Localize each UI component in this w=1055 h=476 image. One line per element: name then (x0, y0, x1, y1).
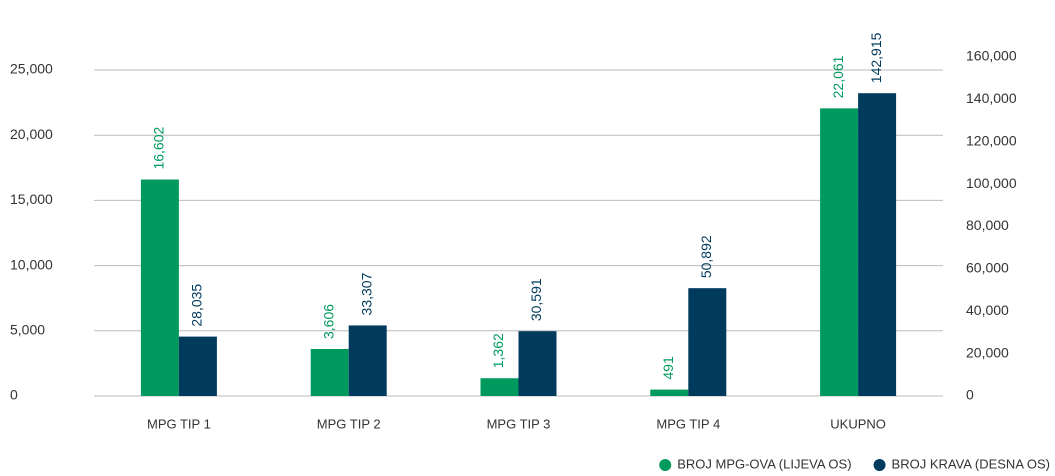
bar (650, 389, 689, 396)
bar (820, 108, 859, 397)
y-tick-label: 20,000 (10, 126, 53, 142)
value-label: 491 (660, 356, 676, 380)
y-tick-label: 25,000 (10, 61, 53, 77)
bar (688, 288, 727, 396)
y2-tick-label: 100,000 (966, 175, 1017, 191)
value-label: 22,061 (830, 55, 846, 98)
x-tick-label: MPG TIP 4 (656, 416, 720, 431)
value-label: 16,602 (151, 127, 167, 170)
x-tick-label: MPG TIP 1 (147, 416, 211, 431)
y-tick-label: 0 (10, 387, 18, 403)
value-label: 30,591 (528, 278, 544, 321)
value-label: 28,035 (189, 284, 205, 327)
bar (310, 348, 349, 396)
value-label: 50,892 (698, 235, 714, 278)
bar (480, 378, 519, 396)
legend-label: BROJ MPG-OVA (LIJEVA OS) (677, 456, 851, 471)
bar (858, 93, 897, 396)
bar (348, 325, 387, 396)
bar (518, 331, 557, 396)
bar (140, 179, 179, 396)
legend-label: BROJ KRAVA (DESNA OS) (892, 456, 1050, 471)
value-label: 142,915 (868, 32, 884, 83)
y2-tick-label: 0 (966, 387, 974, 403)
value-label: 3,606 (320, 304, 336, 339)
x-tick-label: MPG TIP 2 (317, 416, 381, 431)
legend-swatch (873, 459, 886, 471)
bar (178, 336, 217, 396)
y2-tick-label: 80,000 (966, 217, 1009, 233)
legend-swatch (659, 459, 672, 471)
y2-tick-label: 140,000 (966, 90, 1017, 106)
y2-tick-label: 120,000 (966, 132, 1017, 148)
y2-tick-label: 40,000 (966, 302, 1009, 318)
value-label: 1,362 (490, 333, 506, 368)
y2-tick-label: 160,000 (966, 48, 1017, 64)
x-tick-label: MPG TIP 3 (487, 416, 551, 431)
x-tick-label: UKUPNO (830, 416, 886, 431)
value-label: 33,307 (358, 272, 374, 315)
y-tick-label: 15,000 (10, 191, 53, 207)
y2-tick-label: 60,000 (966, 260, 1009, 276)
y-tick-label: 10,000 (10, 256, 53, 272)
y2-tick-label: 20,000 (966, 344, 1009, 360)
y-tick-label: 5,000 (10, 322, 45, 338)
